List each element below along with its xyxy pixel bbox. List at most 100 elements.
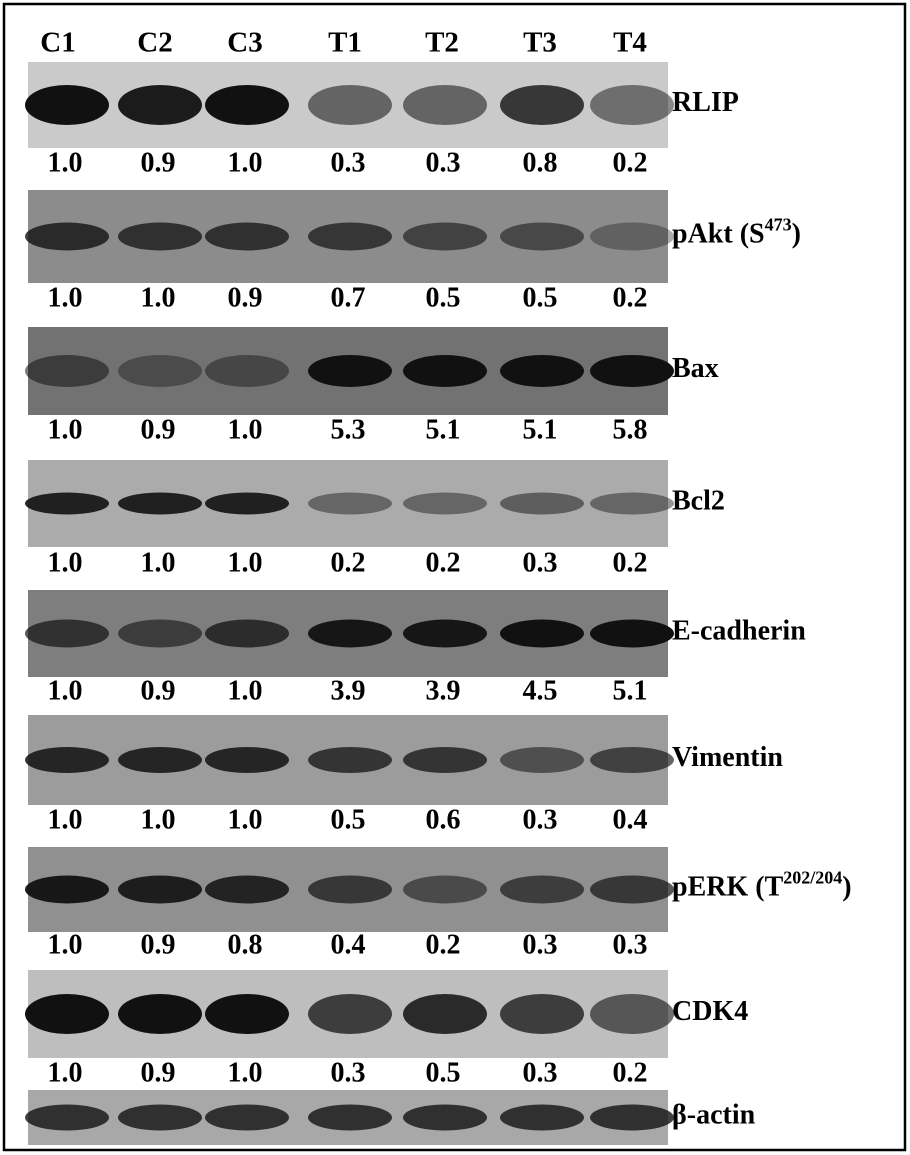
band	[500, 876, 584, 904]
quantification: 1.0	[228, 147, 263, 178]
band	[500, 355, 584, 387]
quantification: 1.0	[141, 547, 176, 578]
quantification: 0.2	[426, 547, 461, 578]
band	[590, 747, 674, 773]
lane-label: C3	[227, 27, 262, 59]
band	[590, 355, 674, 387]
blot-panel	[25, 715, 674, 805]
quantification: 0.3	[426, 147, 461, 178]
quantification: 1.0	[48, 414, 83, 445]
quantification: 0.4	[613, 804, 648, 835]
band	[500, 620, 584, 648]
quantification: 0.6	[426, 804, 461, 835]
band	[403, 747, 487, 773]
quantification: 0.9	[141, 929, 176, 960]
band	[500, 223, 584, 251]
quantification: 0.5	[426, 1057, 461, 1088]
protein-name: E-cadherin	[672, 616, 806, 647]
protein-label: RLIP	[672, 87, 739, 118]
quantification: 1.0	[228, 804, 263, 835]
quantification: 1.0	[141, 282, 176, 313]
band	[403, 355, 487, 387]
lane-label: C2	[137, 27, 172, 59]
quantification: 1.0	[228, 414, 263, 445]
protein-label-end: )	[792, 219, 801, 250]
protein-site: 202/204	[783, 868, 842, 888]
band	[118, 747, 202, 773]
quantification: 1.0	[48, 675, 83, 706]
protein-name: RLIP	[672, 87, 739, 118]
quantification: 5.3	[331, 414, 366, 445]
protein-name: Vimentin	[672, 742, 783, 773]
band	[590, 85, 674, 125]
protein-name: β-actin	[672, 1100, 756, 1131]
band	[205, 223, 289, 251]
protein-name: pERK (T	[672, 872, 784, 903]
blot-panel	[25, 847, 674, 932]
blot-panel	[25, 1090, 674, 1145]
quantification: 5.1	[523, 414, 558, 445]
quantification: 4.5	[523, 675, 558, 706]
band	[118, 994, 202, 1034]
quantification: 1.0	[48, 804, 83, 835]
quantification: 0.2	[331, 547, 366, 578]
quantification: 0.5	[331, 804, 366, 835]
quantification: 0.3	[523, 547, 558, 578]
band	[205, 747, 289, 773]
band	[308, 747, 392, 773]
band	[205, 85, 289, 125]
quantification: 1.0	[48, 1057, 83, 1088]
protein-site: 473	[765, 215, 792, 235]
quantification: 0.2	[426, 929, 461, 960]
band	[403, 223, 487, 251]
band	[403, 1105, 487, 1131]
quantification: 1.0	[48, 547, 83, 578]
protein-label: Vimentin	[672, 742, 783, 773]
band	[118, 876, 202, 904]
band	[205, 493, 289, 515]
band	[25, 747, 109, 773]
band	[308, 994, 392, 1034]
band	[25, 355, 109, 387]
band	[308, 876, 392, 904]
quantification: 1.0	[48, 147, 83, 178]
band	[118, 620, 202, 648]
band	[500, 85, 584, 125]
protein-name: pAkt (S	[672, 219, 765, 250]
lane-label: T3	[523, 27, 557, 59]
band	[500, 747, 584, 773]
quantification: 1.0	[228, 675, 263, 706]
quantification: 0.3	[331, 147, 366, 178]
band	[118, 85, 202, 125]
quantification: 0.3	[331, 1057, 366, 1088]
band	[500, 1105, 584, 1131]
quantification: 1.0	[141, 804, 176, 835]
protein-name: Bax	[672, 353, 719, 384]
lane-label: C1	[40, 27, 75, 59]
quantification: 5.1	[613, 675, 648, 706]
band	[403, 85, 487, 125]
quantification: 5.8	[613, 414, 648, 445]
quantification: 0.9	[141, 1057, 176, 1088]
band	[205, 1105, 289, 1131]
quantification: 0.8	[523, 147, 558, 178]
band	[590, 994, 674, 1034]
quantification: 0.7	[331, 282, 366, 313]
lane-label: T2	[425, 27, 459, 59]
protein-label: Bax	[672, 353, 719, 384]
band	[25, 876, 109, 904]
protein-label: E-cadherin	[672, 616, 806, 647]
blot-panel	[25, 460, 674, 547]
band	[118, 493, 202, 515]
figure: C1C2C3T1T2T3T4RLIP1.00.91.00.30.30.80.2p…	[0, 0, 910, 1155]
quantification: 0.2	[613, 147, 648, 178]
band	[403, 994, 487, 1034]
band	[308, 85, 392, 125]
band	[500, 994, 584, 1034]
band	[308, 620, 392, 648]
quantification: 1.0	[228, 1057, 263, 1088]
band	[500, 493, 584, 515]
band	[25, 620, 109, 648]
blot-panel	[25, 327, 674, 415]
band	[590, 223, 674, 251]
